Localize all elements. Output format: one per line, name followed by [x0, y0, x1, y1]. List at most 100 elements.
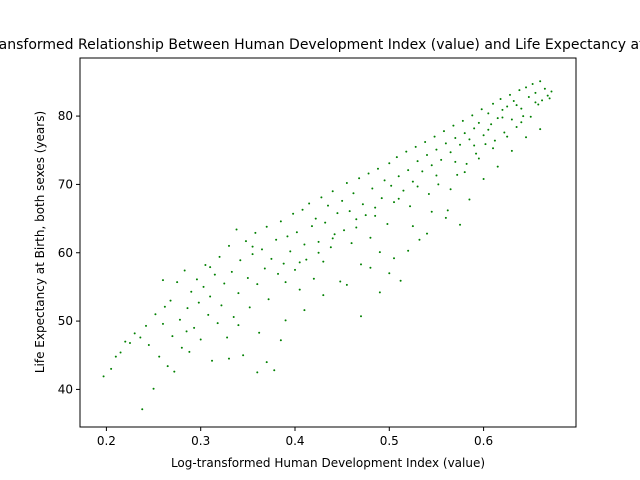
data-point [145, 324, 148, 327]
data-point [520, 107, 523, 110]
data-point [459, 143, 462, 146]
data-point [284, 319, 287, 322]
data-point [237, 292, 240, 295]
data-point [444, 216, 447, 219]
data-point [298, 288, 301, 291]
data-point [492, 147, 495, 150]
data-point [256, 371, 259, 374]
data-point [499, 98, 502, 100]
data-point [339, 280, 342, 283]
data-point [503, 131, 506, 134]
data-point [371, 187, 374, 190]
data-point [110, 367, 113, 370]
data-point [390, 184, 393, 187]
data-point [473, 144, 476, 147]
data-point [294, 268, 296, 271]
data-point [310, 225, 313, 228]
data-point [265, 361, 268, 364]
data-point [360, 315, 362, 318]
data-point [512, 100, 515, 103]
data-point [477, 157, 480, 160]
data-point [345, 182, 348, 185]
data-point [173, 370, 176, 373]
data-point [223, 282, 226, 285]
data-point [487, 128, 490, 131]
data-point [369, 236, 372, 239]
data-points [102, 80, 553, 411]
data-point [360, 263, 362, 266]
data-point [230, 270, 233, 273]
data-point [506, 135, 509, 138]
data-point [282, 262, 285, 265]
data-point [492, 102, 495, 105]
data-point [312, 277, 315, 280]
y-tick-label: 40 [58, 382, 73, 396]
data-point [493, 139, 496, 142]
plot-frame [79, 57, 577, 428]
data-point [449, 151, 452, 154]
data-point [482, 177, 485, 180]
data-point [267, 298, 270, 301]
data-point [407, 249, 410, 252]
data-point [414, 145, 417, 148]
data-point [376, 167, 379, 170]
data-point [171, 335, 174, 338]
data-point [426, 232, 429, 235]
data-point [482, 134, 485, 137]
data-point [527, 95, 530, 98]
data-point [244, 240, 247, 243]
data-point [333, 233, 336, 236]
data-point [364, 214, 367, 217]
data-point [407, 169, 410, 172]
data-point [463, 171, 466, 174]
data-point [273, 369, 276, 372]
data-point [522, 115, 525, 118]
data-point [378, 251, 381, 254]
data-point [209, 295, 212, 298]
data-point [480, 108, 483, 111]
data-point [317, 251, 320, 254]
y-axis-ticks: 40 50 60 70 80 [58, 109, 80, 396]
data-point [358, 177, 361, 180]
data-point [437, 183, 440, 186]
data-point [152, 387, 155, 390]
data-point [178, 318, 181, 321]
data-point [204, 264, 207, 267]
data-point [183, 269, 186, 272]
y-tick-label: 70 [58, 177, 73, 191]
data-point [128, 341, 131, 344]
data-point [433, 135, 436, 138]
data-point [369, 266, 372, 269]
data-point [426, 154, 429, 157]
data-point [227, 357, 230, 360]
data-point [534, 91, 537, 94]
data-point [477, 121, 480, 124]
data-point [543, 87, 546, 90]
data-point [292, 212, 295, 215]
data-point [350, 242, 353, 245]
data-point [286, 235, 289, 238]
data-point [239, 259, 242, 262]
data-point [251, 245, 254, 248]
data-point [327, 204, 329, 207]
data-point [303, 309, 306, 312]
data-point [508, 93, 511, 96]
data-point [367, 172, 370, 175]
data-point [284, 281, 287, 284]
data-point [525, 136, 528, 139]
data-point [416, 185, 419, 188]
data-point [348, 210, 351, 213]
data-point [345, 283, 348, 286]
data-point [336, 212, 339, 215]
data-point [501, 116, 504, 119]
data-point [454, 136, 457, 139]
data-point [147, 344, 150, 346]
data-point [418, 238, 421, 241]
data-point [525, 86, 528, 89]
data-point [411, 225, 414, 228]
data-point [279, 339, 282, 342]
data-point [496, 117, 499, 120]
data-point [380, 197, 383, 200]
data-point [409, 205, 412, 208]
